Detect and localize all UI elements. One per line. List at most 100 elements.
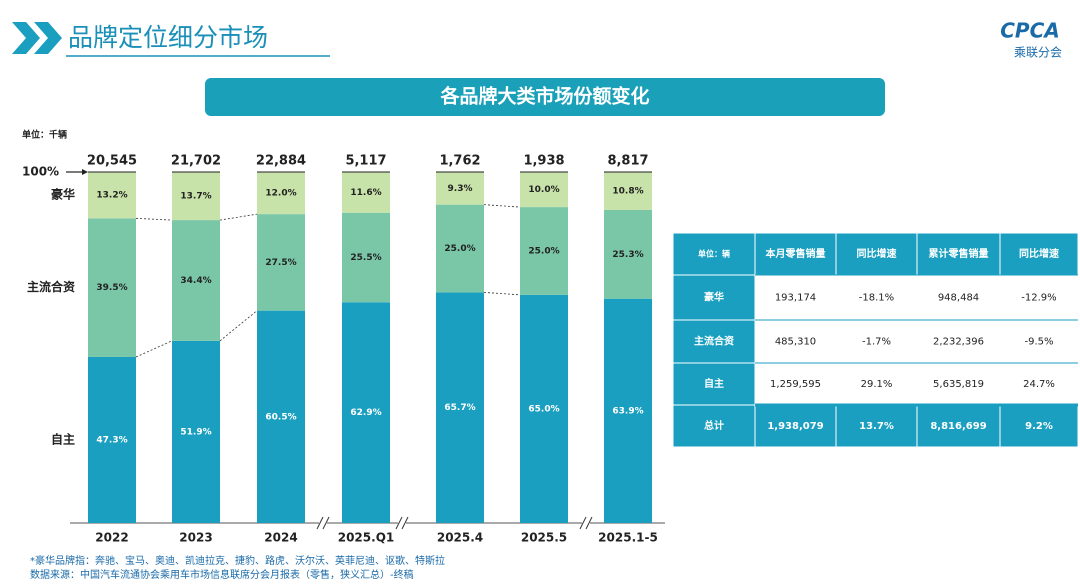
chevrons [12,22,62,54]
value-label: 10.8% [612,186,643,196]
x-tick-label: 2025.1-5 [598,531,658,545]
footnote: *豪华品牌指：奔驰、宝马、奥迪、凯迪拉克、捷豹、路虎、沃尔沃、英菲尼迪、讴歌、特… [30,554,445,567]
connector [219,310,258,342]
bar-segment [172,172,220,221]
table-cell [835,404,918,448]
total-label: 21,702 [171,154,221,169]
page-title: 品牌定位细分市场 [68,23,268,52]
value-label: 47.3% [96,435,127,445]
value-label: 34.4% [180,276,211,286]
bar-segment [604,209,652,299]
y-tick-label: 100% [22,165,59,179]
table-text: 1,259,595 [770,379,821,390]
table-text: 1,938,079 [767,421,823,432]
value-label: 9.3% [448,184,473,194]
table-text: 2,232,396 [933,337,984,348]
legend-label: 主流合资 [27,279,75,294]
bar-segment [88,356,136,523]
bar-segment [436,292,484,523]
table-cell [835,274,918,321]
table-cell [999,274,1079,321]
table-cell [916,274,1001,321]
value-label: 25.0% [528,246,559,256]
value-label: 13.7% [180,192,211,202]
axis-break [585,516,593,530]
table-text: -18.1% [859,293,894,304]
value-label: 65.7% [444,403,475,413]
axis-break-gap [582,517,590,529]
total-label: 8,817 [607,154,648,169]
bar-segment [342,302,390,523]
table-header: 本月零售销量 [766,247,826,260]
table-header: 同比增速 [857,247,897,260]
bar-segment [520,172,568,208]
connector [135,217,173,221]
arrow-head [82,169,88,175]
value-label: 12.0% [265,189,296,199]
value-label: 25.0% [444,244,475,254]
x-tick-label: 2023 [179,531,212,545]
table-cell [916,362,1001,406]
table-text: -12.9% [1021,293,1056,304]
x-tick-label: 2025.4 [437,531,483,545]
value-label: 39.5% [96,283,127,293]
bar-segment [520,294,568,523]
bar-segment [436,172,484,205]
bar-segment [342,172,390,213]
table-text: -1.7% [862,337,891,348]
table-header: 累计零售销量 [929,247,989,260]
axis-break [316,516,324,530]
connector [483,204,521,208]
table-cell [672,319,756,364]
logo-sub: 乘联分会 [1014,46,1062,60]
axis-break [401,516,409,530]
x-tick-label: 2024 [264,531,297,545]
table-cell [999,232,1079,276]
table-cell [754,319,837,364]
table-text: 193,174 [775,293,816,304]
connector [135,340,173,358]
value-label: 62.9% [350,408,381,418]
table-text: 948,484 [938,293,979,304]
value-label: 51.9% [180,427,211,437]
value-label: 10.0% [528,185,559,195]
bar-segment [172,220,220,341]
table-text: 5,635,819 [933,379,984,390]
bar-segment [257,214,305,311]
chart-title: 各品牌大类市场份额变化 [439,85,649,108]
table-cell [999,362,1079,406]
axis-break [322,516,330,530]
bar-segment [342,212,390,303]
bar-segment [257,310,305,523]
table-text: 485,310 [775,337,816,348]
table-header: 单位：辆 [698,249,730,259]
connector [219,213,258,221]
total-label: 22,884 [256,154,306,169]
bar-segment [604,172,652,210]
table-cell [672,274,756,321]
bar-segment [172,340,220,523]
table-cell [999,404,1079,448]
table-cell [754,274,837,321]
bar-segment [604,298,652,523]
table-cell [672,404,756,448]
total-label: 20,545 [87,154,137,169]
value-label: 25.5% [350,253,381,263]
legend-label: 自主 [51,431,75,446]
bar-segment [88,218,136,357]
table-cell [916,319,1001,364]
table-text: 8,816,699 [930,421,986,432]
axis-break-gap [398,517,406,529]
bar-segment [436,204,484,293]
total-label: 1,938 [523,154,564,169]
table-cell [999,319,1079,364]
table-text: 总计 [704,419,724,432]
table-text: -9.5% [1024,337,1053,348]
x-tick-label: 2025.Q1 [338,531,395,545]
bar-segment [520,207,568,295]
chart-title-bar [205,78,885,116]
unit: 单位：千辆 [22,129,67,141]
value-label: 65.0% [528,404,559,414]
bar-segment [88,172,136,219]
value-label: 63.9% [612,406,643,416]
